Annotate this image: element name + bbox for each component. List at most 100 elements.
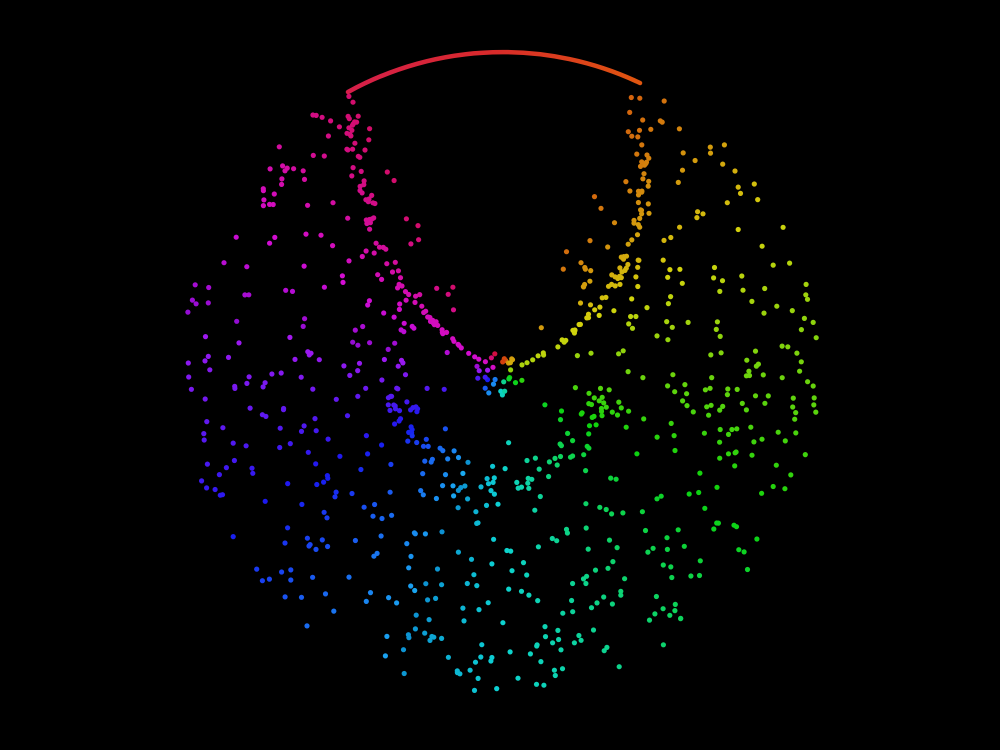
dot — [640, 117, 646, 123]
dot — [635, 188, 642, 194]
dot — [333, 489, 339, 495]
dot — [732, 450, 738, 456]
dot — [749, 452, 755, 458]
dot — [426, 617, 432, 623]
dot — [301, 263, 307, 269]
dot — [206, 284, 212, 291]
dot — [667, 612, 673, 618]
dot — [617, 281, 623, 287]
dot — [643, 159, 650, 165]
dot — [586, 445, 592, 451]
dot — [350, 165, 356, 171]
dot — [645, 549, 651, 555]
dot — [185, 309, 191, 315]
dot — [202, 396, 208, 402]
dot — [532, 507, 538, 513]
dot — [552, 455, 558, 461]
dot — [204, 461, 210, 467]
dot — [424, 385, 430, 391]
dot — [762, 285, 768, 292]
dot — [221, 260, 227, 266]
dot — [389, 269, 396, 275]
dot — [410, 405, 416, 411]
dot — [201, 437, 207, 443]
dot — [625, 129, 631, 135]
dot — [474, 583, 480, 589]
dot — [645, 201, 651, 207]
dot — [363, 433, 369, 439]
dot — [314, 481, 320, 488]
dot — [406, 635, 412, 641]
dot — [605, 565, 611, 571]
dot — [301, 423, 307, 429]
dot — [813, 335, 819, 341]
dot — [641, 416, 647, 422]
dot — [620, 348, 626, 354]
dot — [790, 395, 796, 401]
dot — [677, 224, 683, 230]
dot — [616, 351, 622, 357]
dot — [355, 342, 361, 348]
dot — [603, 506, 609, 513]
dot — [717, 407, 723, 413]
dot — [586, 423, 593, 429]
dot — [646, 178, 652, 184]
dot — [242, 292, 248, 298]
dot — [532, 455, 539, 461]
dot — [702, 505, 708, 511]
dot — [611, 220, 618, 226]
dot — [445, 456, 451, 462]
dot — [648, 126, 654, 132]
dot — [289, 288, 296, 294]
dot — [354, 119, 360, 125]
dot — [682, 382, 688, 388]
dot — [476, 607, 482, 613]
dot — [625, 369, 631, 375]
dot — [603, 294, 609, 300]
dot — [249, 465, 255, 471]
dot — [276, 144, 282, 150]
dot — [609, 409, 615, 415]
dot — [363, 217, 369, 223]
dot — [810, 319, 816, 325]
dot — [414, 439, 420, 446]
dot — [288, 577, 294, 583]
dot — [444, 349, 450, 356]
dot — [653, 593, 660, 600]
dot — [373, 240, 379, 246]
dot — [392, 340, 398, 346]
dot — [388, 461, 394, 467]
dot — [540, 350, 546, 356]
dot — [618, 405, 624, 411]
dot — [538, 325, 544, 331]
dot — [475, 375, 481, 381]
dot — [535, 544, 542, 550]
dot — [283, 287, 289, 293]
dot — [396, 306, 402, 312]
dot — [310, 386, 316, 392]
dot — [581, 284, 587, 290]
dot — [405, 438, 411, 444]
dot — [672, 389, 678, 395]
dot — [637, 95, 643, 101]
dot — [201, 431, 207, 437]
dot — [558, 408, 565, 414]
dot — [429, 633, 435, 640]
dot — [694, 215, 700, 221]
dot — [761, 310, 767, 316]
dot — [680, 150, 686, 156]
dot — [639, 142, 645, 148]
dot — [672, 447, 678, 454]
dot — [502, 388, 508, 394]
dot — [508, 548, 514, 554]
dot — [567, 454, 574, 460]
dot — [225, 354, 232, 360]
dot — [492, 351, 498, 357]
dot — [455, 487, 461, 493]
dot — [639, 509, 646, 515]
dot — [385, 346, 391, 352]
dot — [287, 334, 293, 340]
dot — [735, 226, 741, 233]
dot — [189, 297, 195, 303]
dot — [467, 667, 473, 673]
